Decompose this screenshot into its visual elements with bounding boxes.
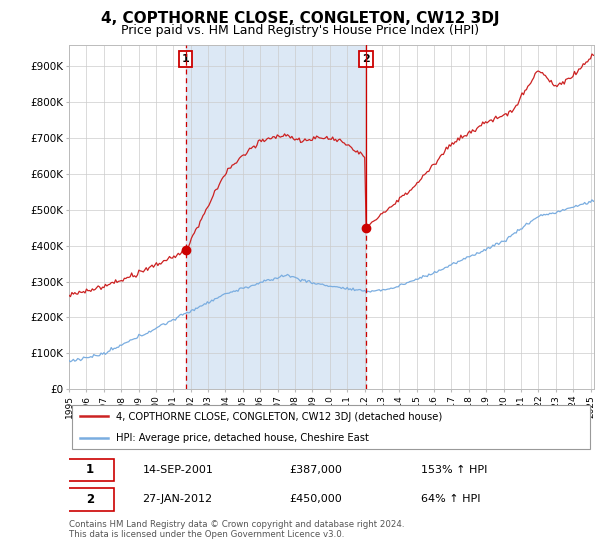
Text: 2: 2: [362, 54, 370, 64]
Text: 27-JAN-2012: 27-JAN-2012: [143, 494, 212, 505]
Text: 1: 1: [182, 54, 190, 64]
Text: 2: 2: [86, 493, 94, 506]
Text: 1: 1: [86, 464, 94, 477]
FancyBboxPatch shape: [71, 405, 590, 449]
FancyBboxPatch shape: [67, 488, 113, 511]
Text: Contains HM Land Registry data © Crown copyright and database right 2024.
This d: Contains HM Land Registry data © Crown c…: [69, 520, 404, 539]
Text: HPI: Average price, detached house, Cheshire East: HPI: Average price, detached house, Ches…: [116, 433, 369, 443]
Text: 153% ↑ HPI: 153% ↑ HPI: [421, 465, 487, 475]
Bar: [185, 45, 366, 389]
FancyBboxPatch shape: [67, 459, 113, 481]
Text: 4, COPTHORNE CLOSE, CONGLETON, CW12 3DJ: 4, COPTHORNE CLOSE, CONGLETON, CW12 3DJ: [101, 11, 499, 26]
Text: Price paid vs. HM Land Registry's House Price Index (HPI): Price paid vs. HM Land Registry's House …: [121, 24, 479, 36]
Text: £387,000: £387,000: [290, 465, 343, 475]
Text: 64% ↑ HPI: 64% ↑ HPI: [421, 494, 480, 505]
Text: 14-SEP-2001: 14-SEP-2001: [143, 465, 214, 475]
Text: 4, COPTHORNE CLOSE, CONGLETON, CW12 3DJ (detached house): 4, COPTHORNE CLOSE, CONGLETON, CW12 3DJ …: [116, 412, 443, 422]
Text: £450,000: £450,000: [290, 494, 342, 505]
